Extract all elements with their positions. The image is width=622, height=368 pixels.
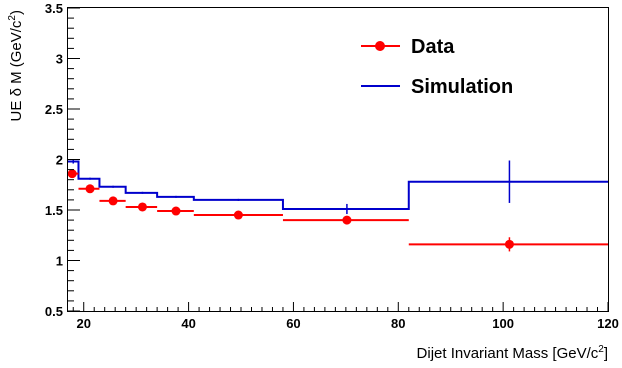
data-point bbox=[67, 169, 77, 179]
legend-entry-data: Data bbox=[361, 36, 455, 58]
data-point bbox=[233, 210, 243, 220]
y-tick-label: 2 bbox=[56, 153, 63, 168]
y-axis-title: UE δ M (GeV/c2) bbox=[7, 10, 25, 121]
x-tick-label: 20 bbox=[76, 316, 90, 331]
plot-area bbox=[67, 159, 608, 252]
x-tick-label: 80 bbox=[391, 316, 405, 331]
legend-label-data: Data bbox=[411, 36, 455, 58]
y-tick-label: 0.5 bbox=[45, 304, 63, 319]
data-point bbox=[85, 184, 95, 194]
y-tick-label: 3.5 bbox=[45, 1, 63, 16]
x-tick-label: 100 bbox=[492, 316, 514, 331]
y-tick-label: 1.5 bbox=[45, 203, 63, 218]
data-point bbox=[108, 196, 118, 206]
y-tick-label: 1 bbox=[56, 254, 63, 269]
y-tick-label: 2.5 bbox=[45, 102, 63, 117]
legend: Data Simulation bbox=[361, 36, 513, 98]
data-point bbox=[171, 206, 181, 216]
x-axis-title: Dijet Invariant Mass [GeV/c2] bbox=[417, 344, 608, 362]
x-tick-label: 40 bbox=[181, 316, 195, 331]
y-tick-label: 3 bbox=[56, 52, 63, 67]
legend-label-simulation: Simulation bbox=[411, 76, 513, 98]
plot-frame bbox=[67, 7, 609, 312]
x-tick-label: 120 bbox=[597, 316, 619, 331]
x-tick-label: 60 bbox=[286, 316, 300, 331]
data-point bbox=[137, 202, 147, 212]
simulation-step-line bbox=[68, 160, 608, 210]
data-point bbox=[504, 239, 514, 249]
legend-marker-data bbox=[375, 41, 385, 51]
axes: 20 40 60 80 100 120 0.5 1 1.5 2 2.5 3 3.5 bbox=[45, 1, 619, 331]
data-point bbox=[342, 215, 352, 225]
legend-entry-simulation: Simulation bbox=[361, 76, 513, 98]
